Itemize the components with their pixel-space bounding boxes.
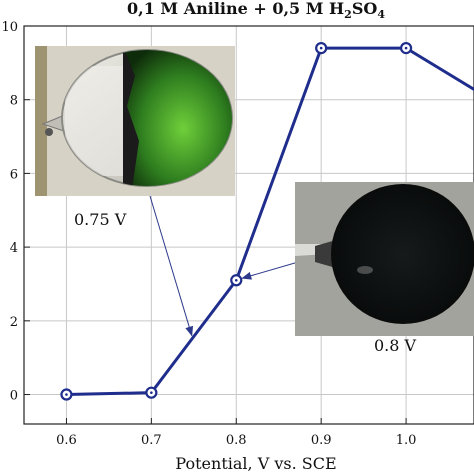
x-tick-label: 1.0 — [396, 433, 417, 448]
data-point-center — [319, 46, 323, 50]
data-point-center — [234, 278, 238, 282]
y-tick-label: 6 — [10, 167, 18, 182]
annotation-label-08v: 0.8 V — [374, 336, 417, 355]
y-tick-label: 4 — [10, 241, 18, 256]
y-tick-label: 0 — [10, 389, 18, 404]
chart-title: 0,1 M Aniline + 0,5 M H2SO4 — [127, 0, 385, 21]
axes — [23, 25, 474, 425]
annotation-arrows — [149, 195, 313, 337]
data-point-center — [150, 391, 153, 394]
data-point-center — [65, 393, 68, 396]
x-axis-label: Potential, V vs. SCE — [175, 454, 336, 473]
annotation-label-075v: 0.75 V — [74, 210, 127, 229]
y-tick-label: 2 — [10, 315, 18, 330]
x-tick-label: 0.8 — [226, 433, 247, 448]
x-tick-label: 0.9 — [311, 433, 332, 448]
series-line — [66, 46, 474, 397]
y-tick-label: 8 — [10, 94, 18, 109]
electrode-photo-08v — [295, 182, 474, 336]
x-tick-label: 0.7 — [141, 433, 162, 448]
data-point-center — [404, 46, 408, 50]
series — [60, 42, 474, 401]
ticks: 0.6 0.7 0.8 0.9 1.0 0 2 4 6 8 10 — [1, 20, 416, 448]
annotation-arrow-075v — [149, 195, 194, 337]
y-tick-label: 10 — [1, 20, 18, 35]
x-tick-label: 0.6 — [56, 433, 77, 448]
electrode-photo-075v — [35, 46, 235, 196]
plot-frame — [23, 25, 474, 425]
